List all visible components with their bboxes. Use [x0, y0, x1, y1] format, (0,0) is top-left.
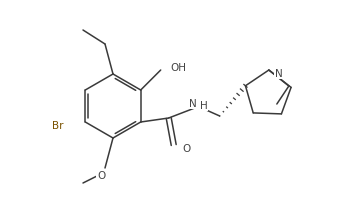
Text: OH: OH: [171, 63, 187, 73]
Text: Br: Br: [52, 121, 63, 130]
Text: N: N: [275, 69, 283, 79]
Text: O: O: [183, 143, 191, 153]
Text: N: N: [189, 98, 197, 109]
Text: H: H: [200, 101, 208, 110]
Text: O: O: [97, 170, 105, 180]
